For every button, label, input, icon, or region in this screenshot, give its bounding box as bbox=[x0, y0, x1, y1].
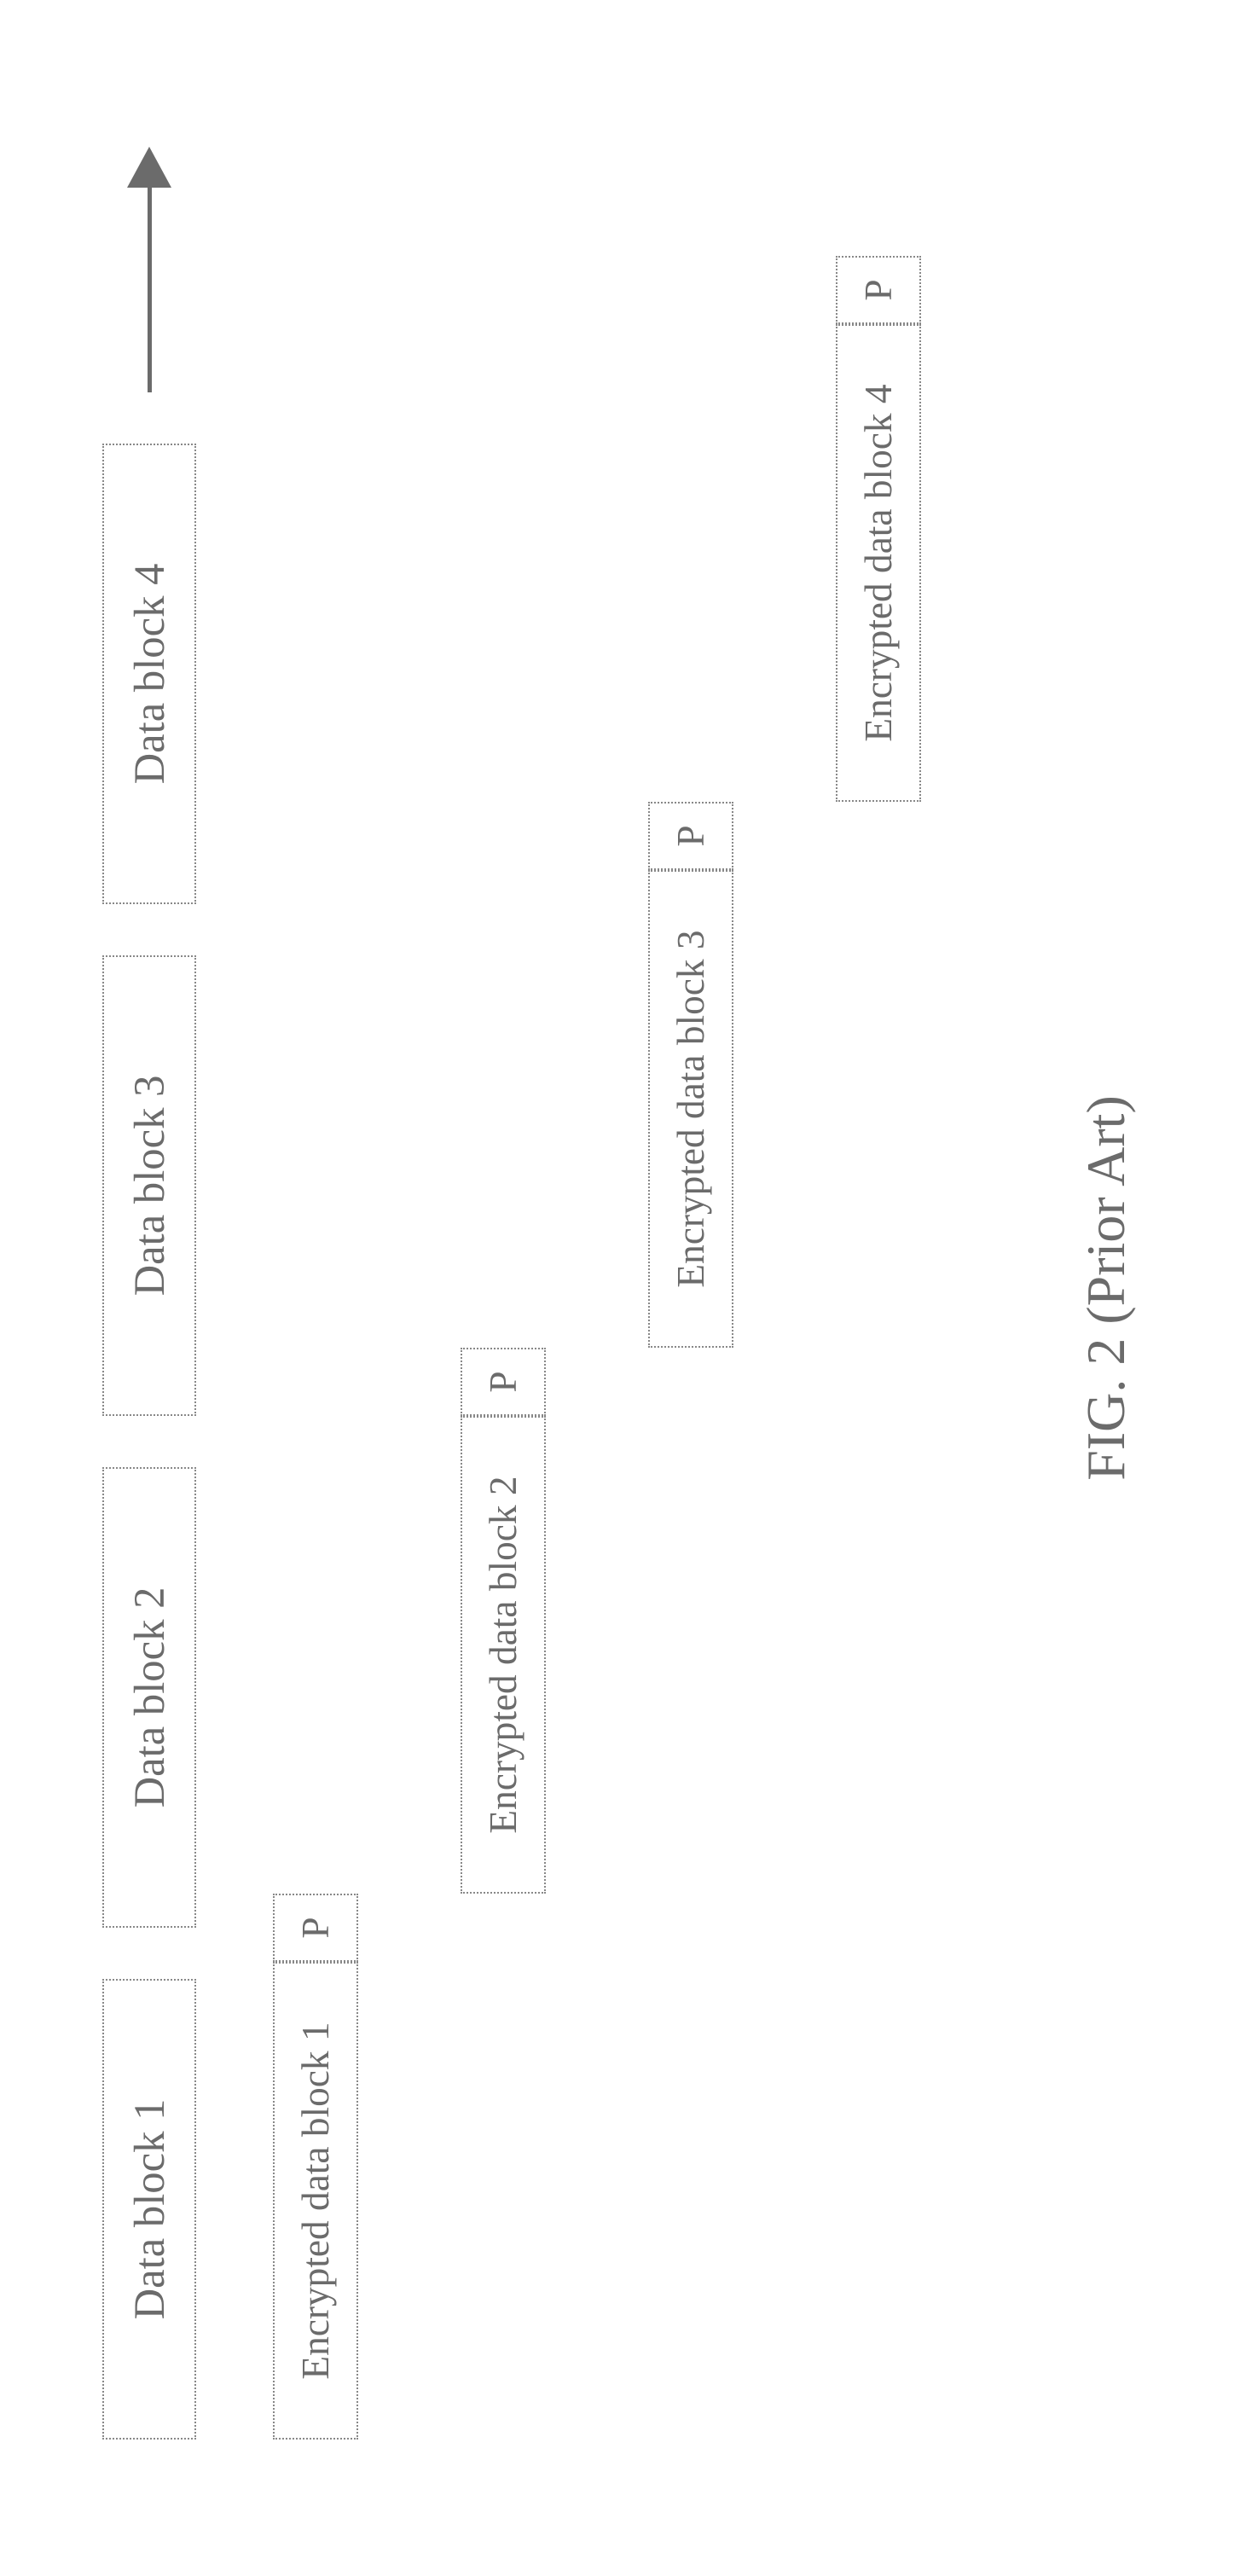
figure-canvas: Data block 1 Data block 2 Data block 3 D… bbox=[0, 0, 1246, 2576]
figure-caption-text: FIG. 2 (Prior Art) bbox=[1075, 1095, 1136, 1481]
encrypted-block-2-pad-label: P bbox=[481, 1371, 525, 1392]
encrypted-block-3-pad-label: P bbox=[669, 825, 713, 846]
data-block-3: Data block 3 bbox=[102, 955, 196, 1416]
encrypted-block-3-label: Encrypted data block 3 bbox=[669, 930, 713, 1287]
encrypted-block-3: Encrypted data block 3 bbox=[648, 870, 733, 1348]
data-block-4-label: Data block 4 bbox=[125, 564, 174, 785]
data-block-4: Data block 4 bbox=[102, 444, 196, 904]
data-block-2-label: Data block 2 bbox=[125, 1587, 174, 1808]
continuation-arrow-line bbox=[148, 188, 152, 392]
encrypted-block-1: Encrypted data block 1 bbox=[273, 1962, 358, 2440]
encrypted-block-4: Encrypted data block 4 bbox=[836, 324, 921, 802]
encrypted-block-4-label: Encrypted data block 4 bbox=[856, 384, 901, 741]
encrypted-block-1-label: Encrypted data block 1 bbox=[293, 2022, 338, 2379]
encrypted-block-2: Encrypted data block 2 bbox=[461, 1416, 546, 1894]
data-block-3-label: Data block 3 bbox=[125, 1076, 174, 1297]
figure-caption: FIG. 2 (Prior Art) bbox=[1075, 947, 1138, 1629]
encrypted-block-4-pad: P bbox=[836, 256, 921, 324]
encrypted-block-1-pad-label: P bbox=[293, 1917, 338, 1938]
data-block-1: Data block 1 bbox=[102, 1979, 196, 2440]
encrypted-block-1-pad: P bbox=[273, 1894, 358, 1962]
data-block-2: Data block 2 bbox=[102, 1467, 196, 1928]
figure-logical-space: Data block 1 Data block 2 Data block 3 D… bbox=[0, 0, 1246, 2576]
encrypted-block-2-label: Encrypted data block 2 bbox=[481, 1476, 525, 1833]
encrypted-block-3-pad: P bbox=[648, 802, 733, 870]
encrypted-block-2-pad: P bbox=[461, 1348, 546, 1416]
encrypted-block-4-pad-label: P bbox=[856, 279, 901, 300]
continuation-arrow-head bbox=[127, 147, 171, 188]
data-block-1-label: Data block 1 bbox=[125, 2099, 174, 2320]
